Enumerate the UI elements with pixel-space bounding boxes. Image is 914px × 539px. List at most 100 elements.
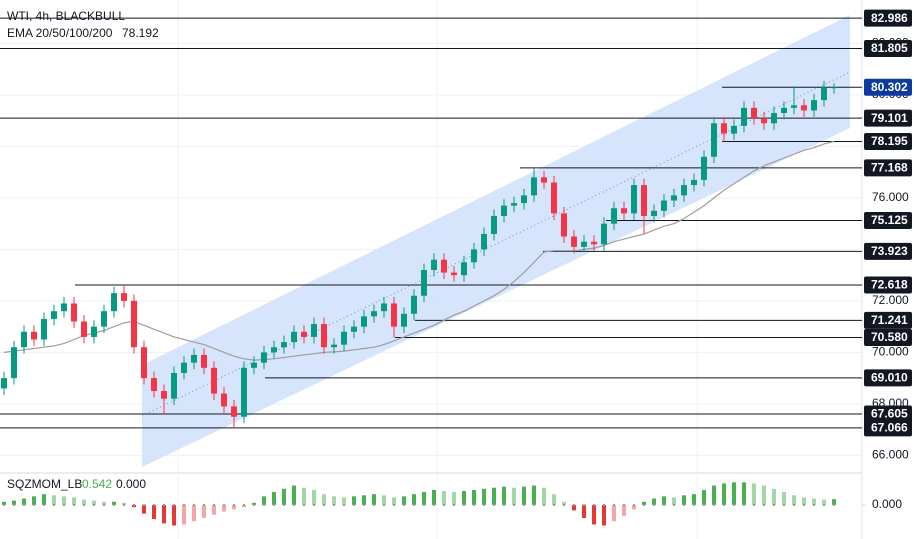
momentum-zero-dot	[793, 504, 795, 506]
level-label: 70.580	[871, 330, 908, 344]
candle-body	[251, 362, 257, 368]
level-box	[864, 369, 912, 387]
candle-body	[661, 200, 667, 211]
momentum-bar	[282, 488, 286, 505]
momentum-bar	[512, 487, 516, 505]
momentum-bar	[292, 485, 296, 505]
momentum-zero-dot	[553, 504, 555, 506]
level-box	[864, 328, 912, 346]
candle-body	[651, 210, 657, 216]
candle-body	[331, 344, 337, 348]
momentum-bar	[322, 494, 326, 505]
momentum-bar	[682, 495, 686, 505]
y-tick-label: 72.000	[872, 293, 909, 307]
candle-body	[151, 378, 157, 391]
level-label: 79.101	[871, 111, 908, 125]
momentum-zero-dot	[473, 504, 475, 506]
momentum-zero-dot	[323, 504, 325, 506]
candle-body	[301, 331, 307, 337]
momentum-zero-dot	[503, 504, 505, 506]
momentum-bar	[462, 490, 466, 505]
momentum-bar	[792, 495, 796, 505]
momentum-zero-dot	[513, 504, 515, 506]
momentum-zero-dot	[93, 504, 95, 506]
candle-body	[571, 236, 577, 247]
momentum-zero-dot	[3, 504, 5, 506]
momentum-zero-dot	[203, 504, 205, 506]
momentum-zero-dot	[463, 504, 465, 506]
y-tick-label: 70.000	[872, 345, 909, 359]
momentum-zero-dot	[363, 504, 365, 506]
momentum-bar	[12, 500, 16, 505]
momentum-zero-dot	[133, 504, 135, 506]
momentum-zero-dot	[143, 504, 145, 506]
momentum-zero-dot	[763, 504, 765, 506]
candle-body	[31, 331, 37, 340]
momentum-bar	[72, 497, 76, 505]
candle-body	[631, 185, 637, 214]
candle-body	[81, 321, 87, 337]
level-box	[864, 405, 912, 423]
momentum-zero-dot	[103, 504, 105, 506]
momentum-bar	[362, 495, 366, 505]
momentum-zero-dot	[173, 504, 175, 506]
momentum-bar	[382, 495, 386, 505]
momentum-zero-dot	[283, 504, 285, 506]
candle-body	[121, 293, 127, 301]
current-price-box	[864, 78, 912, 96]
candle-body	[321, 324, 327, 348]
candle-body	[771, 112, 777, 124]
momentum-zero-dot	[613, 504, 615, 506]
candle-body	[611, 208, 617, 224]
momentum-bar	[132, 505, 136, 508]
candle-body	[111, 293, 117, 312]
momentum-zero-dot	[443, 504, 445, 506]
candle-body	[391, 303, 397, 327]
candle-body	[281, 342, 287, 348]
candle-body	[341, 331, 347, 345]
momentum-zero-dot	[273, 504, 275, 506]
candle-body	[531, 177, 537, 196]
momentum-zero-dot	[783, 504, 785, 506]
candle-body	[621, 208, 627, 214]
momentum-zero-dot	[253, 504, 255, 506]
momentum-bar	[522, 486, 526, 505]
level-box	[864, 132, 912, 150]
chart-title: WTI, 4h, BLACKBULL	[7, 9, 125, 23]
momentum-zero-dot	[593, 504, 595, 506]
momentum-bar	[692, 494, 696, 505]
candle-body	[421, 270, 427, 296]
momentum-bar	[262, 496, 266, 505]
momentum-bar	[822, 499, 826, 505]
momentum-bar	[252, 502, 256, 505]
candle-body	[731, 125, 737, 134]
level-label: 67.605	[871, 407, 908, 421]
momentum-zero-dot	[673, 504, 675, 506]
momentum-bar	[482, 488, 486, 505]
momentum-zero-dot	[603, 504, 605, 506]
level-label: 78.195	[871, 134, 908, 148]
momentum-bar	[582, 505, 586, 518]
momentum-bar	[352, 496, 356, 505]
momentum-zero-dot	[733, 504, 735, 506]
candle-body	[91, 326, 97, 337]
momentum-zero-dot	[723, 504, 725, 506]
momentum-bar	[312, 489, 316, 505]
candle-body	[411, 295, 417, 314]
momentum-bar	[92, 500, 96, 505]
momentum-bar	[762, 485, 766, 505]
candle-body	[481, 233, 487, 250]
momentum-bar	[302, 487, 306, 505]
momentum-bar	[122, 502, 126, 505]
ema-line	[3, 140, 835, 361]
momentum-bar	[662, 496, 666, 505]
candle-body	[491, 215, 497, 234]
level-box	[864, 211, 912, 229]
momentum-zero-dot	[583, 504, 585, 506]
momentum-bar	[432, 489, 436, 505]
momentum-bar	[52, 495, 56, 505]
level-label: 77.168	[871, 161, 908, 175]
candle-body	[361, 316, 367, 327]
momentum-legend: SQZMOM_LB	[7, 477, 82, 491]
